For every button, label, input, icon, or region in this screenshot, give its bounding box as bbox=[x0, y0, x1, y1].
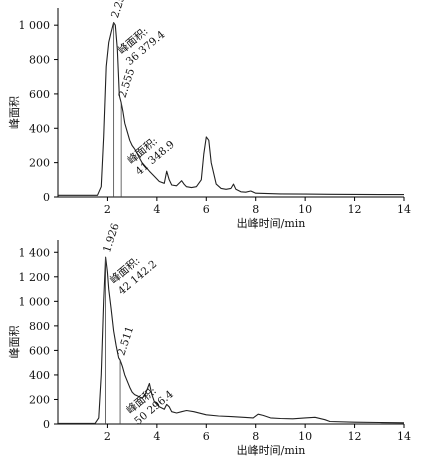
x-tick-label: 6 bbox=[203, 430, 210, 443]
y-tick-label: 400 bbox=[29, 122, 50, 135]
y-tick-label: 200 bbox=[29, 157, 50, 170]
chromatogram-line bbox=[58, 256, 405, 424]
y-tick-label: 200 bbox=[29, 393, 50, 406]
y-tick-label: 0 bbox=[43, 191, 50, 204]
y-tick-label: 600 bbox=[29, 88, 50, 101]
x-axis-label: 出峰时间/min bbox=[237, 216, 306, 230]
y-tick-label: 1 000 bbox=[19, 295, 51, 308]
y-tick-label: 1 000 bbox=[19, 19, 51, 32]
x-axis-label: 出峰时间/min bbox=[237, 443, 306, 457]
chart-panel-2: 0 200 400 600 800 1 000 1 200 1 400 2 4 6 8 10 12 14 出峰… bbox=[8, 222, 411, 457]
peak-retention-time: 2.511 bbox=[115, 325, 136, 357]
y-axis-label: 峰面积 bbox=[8, 96, 21, 129]
x-tick-label: 4 bbox=[153, 203, 160, 216]
x-tick-label: 2 bbox=[104, 203, 111, 216]
x-tick-label: 14 bbox=[397, 203, 411, 216]
x-tick-label: 10 bbox=[298, 430, 312, 443]
x-tick-label: 12 bbox=[348, 203, 362, 216]
y-tick-label: 1 400 bbox=[19, 246, 51, 259]
chromatogram-line bbox=[58, 22, 404, 196]
x-tick-label: 6 bbox=[203, 203, 210, 216]
x-tick-label: 14 bbox=[397, 430, 411, 443]
y-tick-label: 800 bbox=[29, 54, 50, 67]
x-tick-label: 10 bbox=[298, 203, 312, 216]
y-tick-label: 400 bbox=[29, 369, 50, 382]
y-tick-label: 1 200 bbox=[19, 271, 51, 284]
x-tick-label: 8 bbox=[252, 430, 259, 443]
peak-retention-time: 1.926 bbox=[101, 222, 122, 255]
chart-panel-1: 0 200 400 600 800 1 000 2 4 6 8 10 12 14 出峰时间/min 峰面积 2… bbox=[8, 0, 411, 230]
peak-retention-time: 2.555 bbox=[117, 67, 138, 99]
x-tick-label: 12 bbox=[348, 430, 362, 443]
x-tick-label: 2 bbox=[104, 430, 111, 443]
y-axis-label: 峰面积 bbox=[8, 326, 21, 359]
y-tick-label: 0 bbox=[43, 418, 50, 431]
peak-retention-time: 2.251 bbox=[109, 0, 130, 20]
y-tick-label: 600 bbox=[29, 344, 50, 357]
x-tick-label: 4 bbox=[153, 430, 160, 443]
y-tick-label: 800 bbox=[29, 320, 50, 333]
x-tick-label: 8 bbox=[252, 203, 259, 216]
